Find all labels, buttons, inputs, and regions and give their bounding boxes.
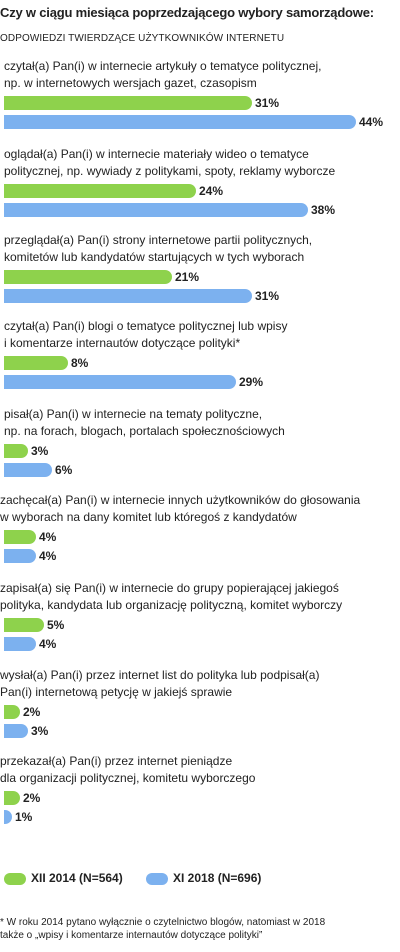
chart-legend: XII 2014 (N=564) XI 2018 (N=696) — [0, 870, 400, 890]
bar-2014 — [4, 791, 20, 805]
value-label: 4% — [39, 549, 57, 563]
value-label: 24% — [199, 184, 224, 198]
bar-2014 — [4, 356, 68, 370]
bar-2018 — [4, 810, 12, 824]
value-label: 3% — [31, 444, 49, 458]
value-label: 1% — [15, 810, 33, 824]
value-label: 8% — [71, 356, 89, 370]
value-label: 21% — [175, 270, 200, 284]
bar-2014 — [4, 444, 28, 458]
value-label: 2% — [23, 705, 41, 719]
legend-label-2014: XII 2014 (N=564) — [31, 871, 123, 885]
bar-2014 — [4, 270, 172, 284]
bar-2018 — [4, 724, 28, 738]
legend-swatch-2014 — [4, 873, 26, 885]
bar-2014 — [4, 96, 252, 110]
chart-title: Czy w ciągu miesiąca poprzedzającego wyb… — [0, 5, 374, 20]
value-label: 44% — [359, 115, 384, 129]
bar-2014 — [4, 705, 20, 719]
bar-2018 — [4, 115, 356, 129]
bar-2018 — [4, 289, 252, 303]
value-label: 38% — [311, 203, 336, 217]
value-label: 4% — [39, 637, 57, 651]
value-label: 29% — [239, 375, 264, 389]
legend-label-2018: XI 2018 (N=696) — [173, 871, 262, 885]
value-label: 3% — [31, 724, 49, 738]
legend-swatch-2018 — [146, 873, 168, 885]
bar-2018 — [4, 637, 36, 651]
chart-subtitle: ODPOWIEDZI TWIERDZĄCE UŻYTKOWNIKÓW INTER… — [0, 33, 285, 44]
value-label: 5% — [47, 618, 65, 632]
bar-2014 — [4, 618, 44, 632]
value-label: 31% — [255, 96, 280, 110]
question-label: czytał(a) Pan(i) w internecie artykuły o… — [4, 59, 322, 90]
bar-2018 — [4, 375, 236, 389]
question-label: pisał(a) Pan(i) w internecie na tematy p… — [4, 407, 285, 438]
question-label: oglądał(a) Pan(i) w internecie materiały… — [4, 147, 336, 178]
bar-2014 — [4, 184, 196, 198]
bar-2014 — [4, 530, 36, 544]
question-label: przeglądał(a) Pan(i) strony internetowe … — [4, 233, 313, 264]
value-label: 31% — [255, 289, 280, 303]
question-label: wysłał(a) Pan(i) przez internet list do … — [0, 668, 320, 699]
question-label: zachęcał(a) Pan(i) w internecie innych u… — [0, 493, 361, 524]
question-label: przekazał(a) Pan(i) przez internet pieni… — [0, 754, 256, 785]
value-label: 6% — [55, 463, 73, 477]
question-label: czytał(a) Pan(i) blogi o tematyce polity… — [4, 319, 288, 350]
footnote: * W roku 2014 pytano wyłącznie o czyteln… — [0, 917, 326, 941]
question-label: zapisał(a) się Pan(i) w internecie do gr… — [0, 581, 343, 612]
bar-2018 — [4, 549, 36, 563]
bar-2018 — [4, 203, 308, 217]
value-label: 4% — [39, 530, 57, 544]
bar-2018 — [4, 463, 52, 477]
value-label: 2% — [23, 791, 41, 805]
